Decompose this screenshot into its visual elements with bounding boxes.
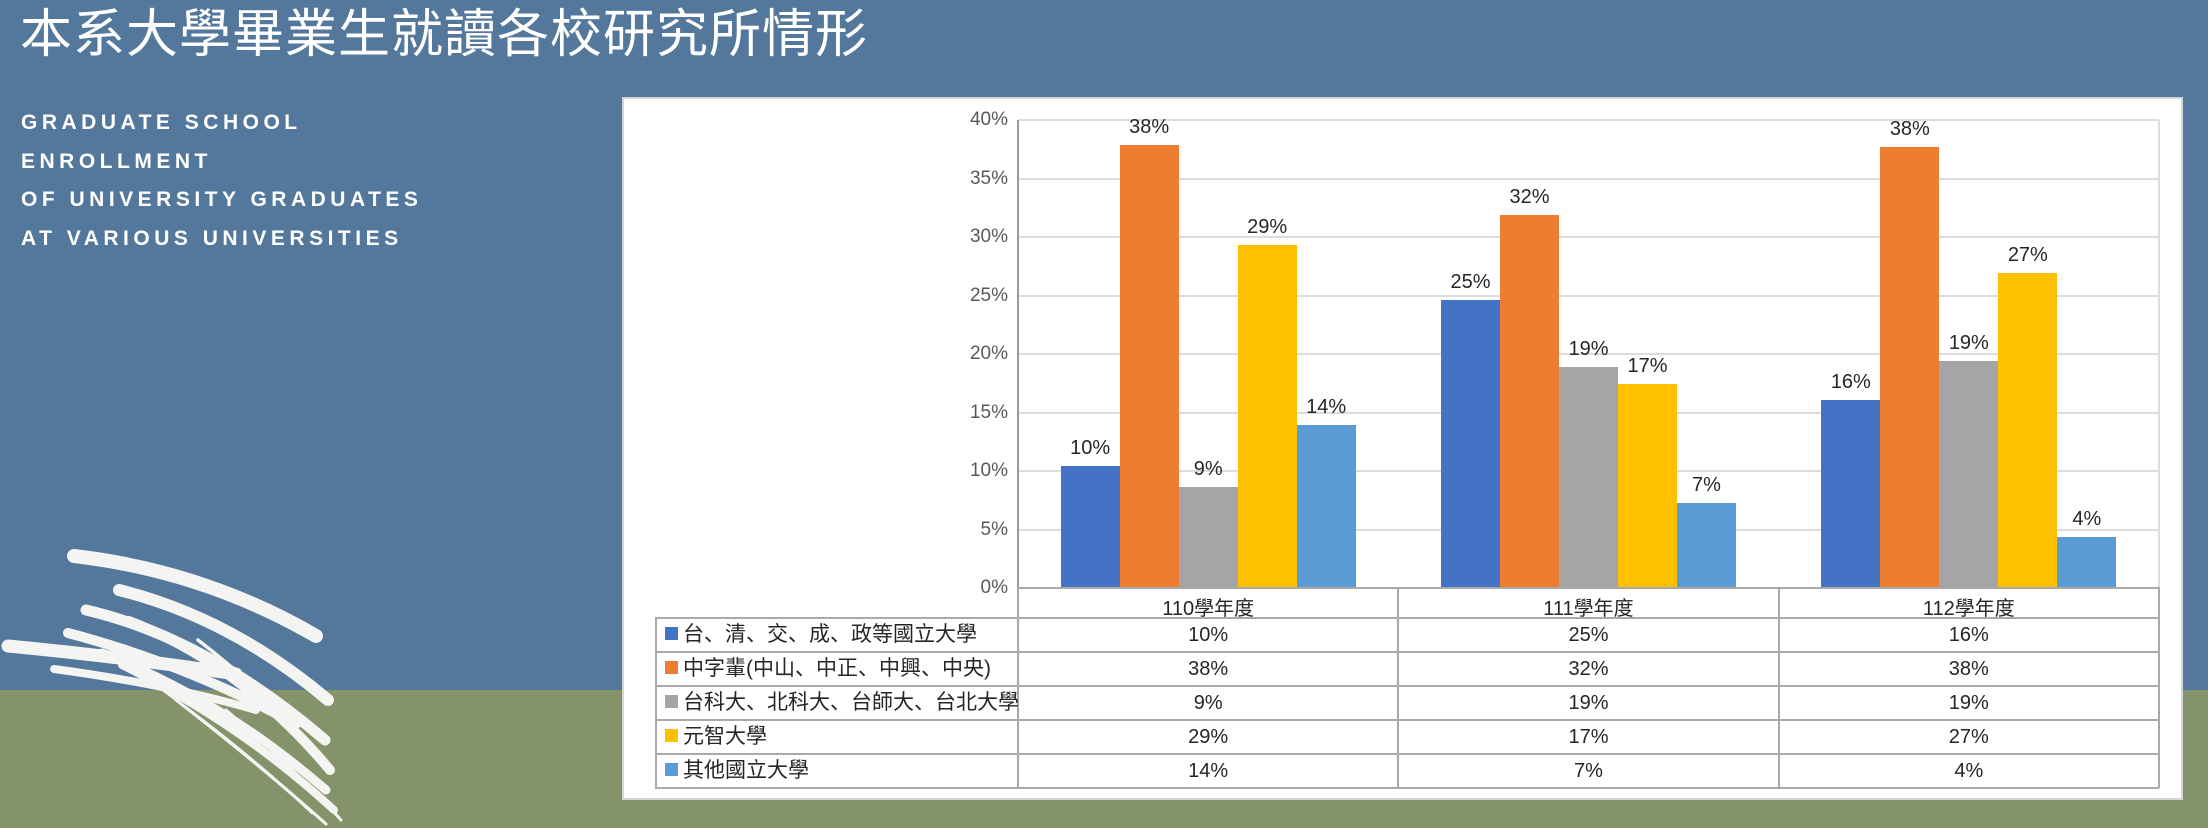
y-axis-tick-label: 25% <box>969 284 1008 306</box>
table-value-cell: 38% <box>1188 658 1229 680</box>
y-axis-tick-label: 5% <box>980 518 1008 540</box>
table-value-cell: 10% <box>1188 624 1229 646</box>
bar <box>1296 425 1356 588</box>
category-header-cell: 110學年度 <box>1162 598 1255 620</box>
y-axis-tick-label: 40% <box>969 109 1008 130</box>
category-header-cell: 112學年度 <box>1922 598 2015 620</box>
bar <box>2057 536 2117 588</box>
legend-swatch <box>665 763 678 776</box>
bar-value-label: 4% <box>2072 507 2102 530</box>
bar-chart-with-data-table: 0% 5% 10% 15% 20% 25% 30% 35% 40% 10% 38% 9% 29% 14% 2… <box>624 99 2181 798</box>
y-axis-tick-label: 15% <box>969 401 1008 423</box>
chart-panel: 0% 5% 10% 15% 20% 25% 30% 35% 40% 10% 38% 9% 29% 14% 2… <box>622 97 2183 800</box>
table-value-cell: 27% <box>1948 726 1989 748</box>
table-grid-line <box>1017 587 1019 788</box>
slide-title: 本系大學畢業生就讀各校研究所情形 <box>20 6 869 64</box>
bar-value-label: 19% <box>1948 332 1989 355</box>
table-value-cell: 14% <box>1188 760 1229 782</box>
table-value-cell: 19% <box>1568 692 1609 714</box>
legend-series-label: 台科大、北科大、台師大、台北大學 <box>683 691 1019 714</box>
y-axis-tick-label: 0% <box>980 577 1008 598</box>
bar <box>1998 273 2058 588</box>
bar-value-label: 29% <box>1247 216 1288 239</box>
bar <box>1441 300 1500 588</box>
category-header-cell: 111學年度 <box>1543 598 1634 620</box>
table-grid-line <box>655 617 657 788</box>
slide-subtitle-line: ENROLLMENT <box>21 149 212 173</box>
y-axis-line <box>1017 120 1019 588</box>
gridline <box>1018 177 2159 180</box>
bar <box>1119 144 1179 588</box>
bar-value-label: 38% <box>1889 117 1930 140</box>
bar <box>1880 146 1940 588</box>
bar <box>1677 502 1736 588</box>
table-value-cell: 9% <box>1193 692 1223 714</box>
gridline <box>1018 294 2159 297</box>
bar-value-label: 27% <box>2007 244 2048 267</box>
bar-value-label: 14% <box>1306 396 1347 419</box>
table-value-cell: 17% <box>1568 726 1609 748</box>
table-value-cell: 4% <box>1954 760 1984 782</box>
legend-swatch <box>665 627 678 640</box>
legend-series-label: 其他國立大學 <box>683 759 809 782</box>
bar <box>1618 384 1677 588</box>
table-grid-line <box>655 617 2159 619</box>
table-value-cell: 25% <box>1568 624 1609 646</box>
title-block: 本系大學畢業生就讀各校研究所情形 GRADUATE SCHOOL ENROLLM… <box>20 2 869 250</box>
bar-value-label: 9% <box>1193 458 1223 481</box>
bar-value-label: 17% <box>1627 355 1668 378</box>
bar <box>1178 487 1238 588</box>
legend-series-label: 元智大學 <box>683 725 767 748</box>
table-value-cell: 16% <box>1948 624 1989 646</box>
bar <box>1559 366 1618 588</box>
y-axis-tick-label: 10% <box>969 460 1008 481</box>
y-axis-tick-label: 35% <box>969 167 1008 189</box>
legend-swatch <box>665 695 678 708</box>
slide-subtitle-line: GRADUATE SCHOOL <box>21 111 302 134</box>
table-grid-line <box>655 651 2159 653</box>
table-grid-line <box>655 685 2159 687</box>
gridline <box>1018 236 2159 238</box>
bar-value-label: 32% <box>1509 185 1550 208</box>
legend-swatch <box>665 661 678 674</box>
slide-subtitle: GRADUATE SCHOOL ENROLLMENT OF UNIVERSITY… <box>21 104 422 258</box>
y-axis-tick-label: 20% <box>969 343 1008 364</box>
table-value-cell: 19% <box>1948 692 1989 714</box>
legend-swatch <box>665 729 678 742</box>
table-value-cell: 32% <box>1568 658 1609 680</box>
bar <box>1939 361 1999 588</box>
slide-subtitle-line: OF UNIVERSITY GRADUATES <box>21 188 423 211</box>
table-grid-line <box>655 787 2159 789</box>
y-axis-tick-label: 30% <box>969 226 1008 247</box>
table-grid-line <box>1778 587 1780 788</box>
bar-value-label: 25% <box>1450 271 1491 294</box>
bar <box>1821 399 1881 588</box>
bar-value-label: 10% <box>1070 437 1111 460</box>
bar-value-label: 16% <box>1830 370 1871 393</box>
table-value-cell: 29% <box>1188 726 1229 748</box>
bar-value-label: 19% <box>1568 337 1609 360</box>
bar <box>1500 214 1559 588</box>
table-grid-line <box>2158 587 2160 788</box>
gridline <box>1018 353 2159 355</box>
grass-illustration-icon <box>1 549 343 826</box>
table-grid-line <box>655 753 2159 755</box>
gridline <box>1018 119 2159 121</box>
bar-value-label: 7% <box>1692 473 1721 496</box>
bar <box>1060 466 1120 588</box>
table-grid-line <box>1018 587 2159 589</box>
table-value-cell: 7% <box>1574 760 1603 782</box>
legend-series-label: 中字輩(中山、中正、中興、中央) <box>683 657 991 680</box>
bar-value-label: 38% <box>1129 115 1170 138</box>
legend-series-label: 台、清、交、成、政等國立大學 <box>683 623 977 646</box>
slide-subtitle-line: AT VARIOUS UNIVERSITIES <box>21 226 403 250</box>
table-grid-line <box>655 719 2159 721</box>
bar <box>1237 245 1297 588</box>
table-grid-line <box>1397 587 1399 788</box>
plot-area-right-border <box>2158 120 2160 588</box>
table-value-cell: 38% <box>1948 658 1989 680</box>
